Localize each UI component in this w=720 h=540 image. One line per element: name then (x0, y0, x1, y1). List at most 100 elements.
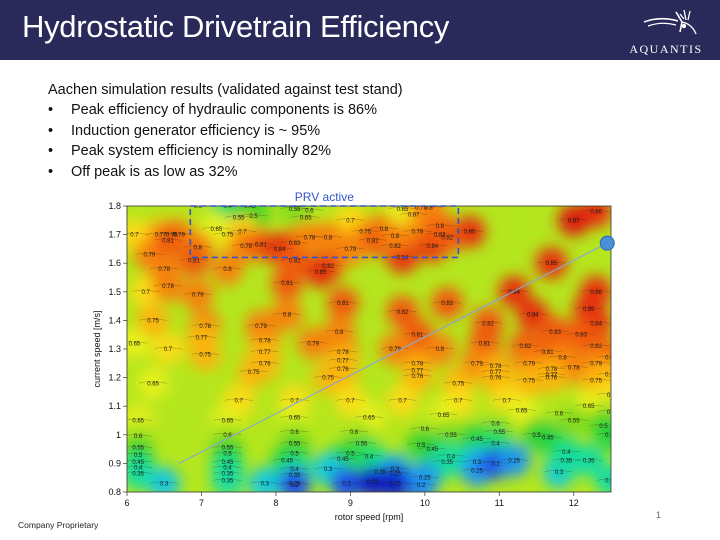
contour-line (380, 244, 410, 247)
heatmap-sample (431, 287, 464, 320)
contour-line (436, 454, 465, 457)
contour-label: 0.4 (290, 467, 299, 473)
contour-label: 0.65 (583, 404, 595, 410)
contour-line (191, 353, 220, 355)
contour-label: 0.78 (568, 366, 580, 372)
heatmap-sample (557, 206, 590, 237)
contour-label: 0.65 (363, 416, 375, 422)
heatmap-sample (550, 444, 583, 477)
contour-label: 0.35 (441, 460, 453, 466)
contour-line (291, 215, 320, 218)
contour-label: 0.4 (365, 454, 374, 460)
contour-label: 0.25 (508, 459, 520, 465)
operating-point-marker (599, 235, 615, 251)
bullet-dot-icon: • (48, 143, 54, 159)
contour-line (418, 244, 447, 247)
contour-line (313, 264, 343, 267)
overlay: PRV active (178, 190, 615, 464)
contour-label: 0.77 (155, 233, 167, 239)
contour-line (191, 324, 220, 327)
contour-label: 0.6 (555, 411, 564, 417)
prv-active-region (189, 205, 460, 259)
contour-line (582, 361, 611, 364)
contour-label: 0.84 (590, 321, 602, 327)
contour-label: 0.55 (445, 433, 457, 439)
contour-line (153, 238, 182, 241)
contour-label: 0.76 (605, 373, 617, 379)
contour-label: 0.4 (223, 204, 232, 210)
contour-line (559, 418, 588, 421)
contour-line (507, 408, 536, 411)
heatmap-sample (178, 244, 211, 277)
contour-line (246, 324, 276, 327)
contour-line (582, 321, 611, 324)
y-tick-label: 0.9 (108, 458, 121, 468)
bullet-dot-icon: • (48, 102, 54, 118)
contour-line (433, 301, 462, 304)
prv-annotation: PRV active (295, 190, 354, 204)
contour-label: 0.81 (479, 341, 491, 347)
contour-label: 0.75 (453, 381, 465, 387)
contour-label: 0.2 (491, 461, 500, 467)
contour-label: 0.15 (367, 480, 379, 486)
contour-label: 0.65 (438, 413, 450, 419)
contour-line (574, 307, 603, 310)
contour-line (127, 453, 153, 456)
contour-line (537, 367, 566, 370)
contour-label: 0.65 (147, 381, 159, 387)
contour-label: 0.55 (289, 207, 301, 213)
contour-line (388, 310, 417, 313)
contour-line (433, 235, 462, 238)
contour-label: 0.65 (211, 227, 223, 233)
bullet-item: • Peak efficiency of hydraulic components… (48, 100, 648, 121)
heatmap-sample (401, 360, 434, 393)
contour-line (280, 483, 309, 486)
contour-line (552, 458, 581, 461)
contour-line (127, 465, 153, 468)
contour-label: 0.75 (248, 370, 260, 376)
contour-line (589, 424, 611, 427)
contour-line (380, 234, 410, 237)
contour-line (541, 330, 570, 333)
contour-label: 0.65 (129, 341, 141, 347)
bullet-list: • Peak efficiency of hydraulic components… (48, 100, 648, 182)
contour-line (596, 410, 611, 413)
contour-line (328, 301, 357, 304)
heatmap-sample (516, 298, 549, 331)
contour-label: 0.3 (391, 467, 400, 473)
efficiency-contour-chart: 0.860.870.870.850.850.860.850.840.830.82… (92, 190, 617, 522)
contour-line (127, 445, 153, 448)
contour-line (407, 206, 436, 208)
contour-line (582, 210, 611, 212)
contour-label: 0.83 (441, 301, 453, 307)
contour-line (336, 218, 365, 221)
heatmap-sample (127, 457, 155, 490)
contour-label: 0.25 (419, 476, 431, 482)
contour-label: 0.84 (397, 255, 409, 261)
contour-line (574, 404, 603, 407)
contour-label: 0.77 (337, 358, 349, 364)
contour-line (150, 481, 179, 484)
heatmap-sample (151, 333, 184, 365)
y-tick-label: 1.2 (108, 373, 121, 383)
heatmap-sample (148, 252, 181, 285)
contour-line (280, 451, 309, 454)
bullet-dot-icon: • (48, 163, 54, 180)
contour-label: 0.45 (244, 204, 256, 210)
contour-line (492, 398, 521, 401)
contour-line (328, 350, 357, 353)
x-tick-label: 7 (199, 498, 204, 508)
contour-line (533, 350, 562, 353)
contour-label: 0.7 (607, 393, 616, 399)
contour-label: 0.8 (380, 227, 389, 233)
bullet-text: Off peak is as low as 32% (71, 163, 238, 180)
contour-line (403, 230, 432, 232)
heatmap-sample (386, 295, 419, 328)
heatmap-sample (330, 467, 363, 492)
contour-label: 0.8 (335, 330, 344, 336)
contour-line (336, 398, 365, 401)
contour-label: 0.7 (398, 398, 407, 404)
contour-line (138, 318, 168, 321)
contour-label: 0.65 (300, 215, 312, 221)
contour-line (582, 344, 611, 347)
